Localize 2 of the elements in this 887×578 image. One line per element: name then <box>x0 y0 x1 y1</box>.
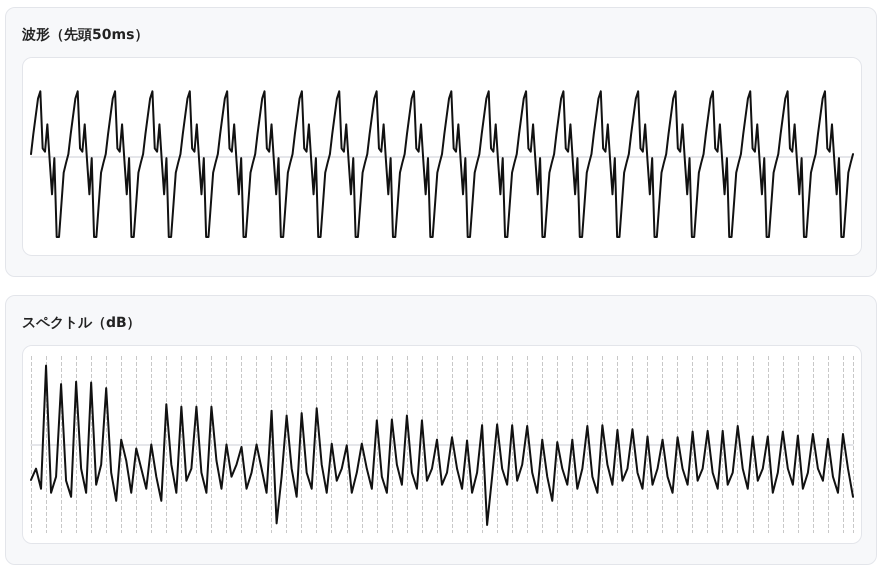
chart-title: スペクトル（dB） <box>22 314 141 332</box>
chart-title: 波形（先頭50ms） <box>22 26 148 44</box>
